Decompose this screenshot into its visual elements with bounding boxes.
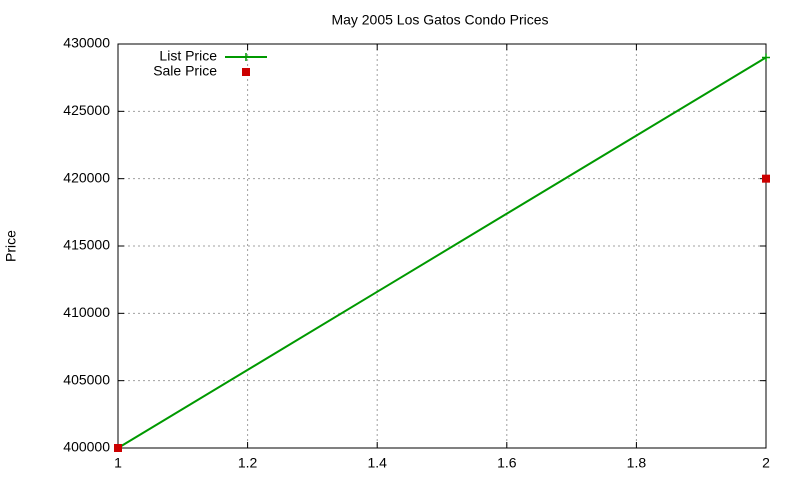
y-tick-label: 430000 [63,35,110,51]
point [762,53,770,62]
y-tick-label: 410000 [63,304,110,320]
point [114,444,122,452]
point [762,174,770,183]
y-tick-label: 400000 [63,439,110,455]
x-tick-label: 1.2 [238,455,258,471]
plot-border [117,43,767,449]
chart-title: May 2005 Los Gatos Condo Prices [331,12,548,28]
y-tick-label: 405000 [63,371,110,387]
x-tick-label: 1.6 [497,455,517,471]
x-tick-label: 2 [762,455,770,471]
x-tick-label: 1.8 [627,455,647,471]
y-tick-label: 420000 [63,169,110,185]
legend-marker [242,53,250,61]
series-line [117,56,767,449]
y-tick-label: 425000 [63,102,110,118]
x-tick-label: 1 [114,455,122,471]
y-axis-label: Price [3,230,19,262]
legend-label: Sale Price [153,63,217,79]
legend-label: List Price [159,48,217,64]
x-tick-label: 1.4 [367,455,387,471]
legend-marker [242,68,250,76]
y-tick-label: 415000 [63,237,110,253]
